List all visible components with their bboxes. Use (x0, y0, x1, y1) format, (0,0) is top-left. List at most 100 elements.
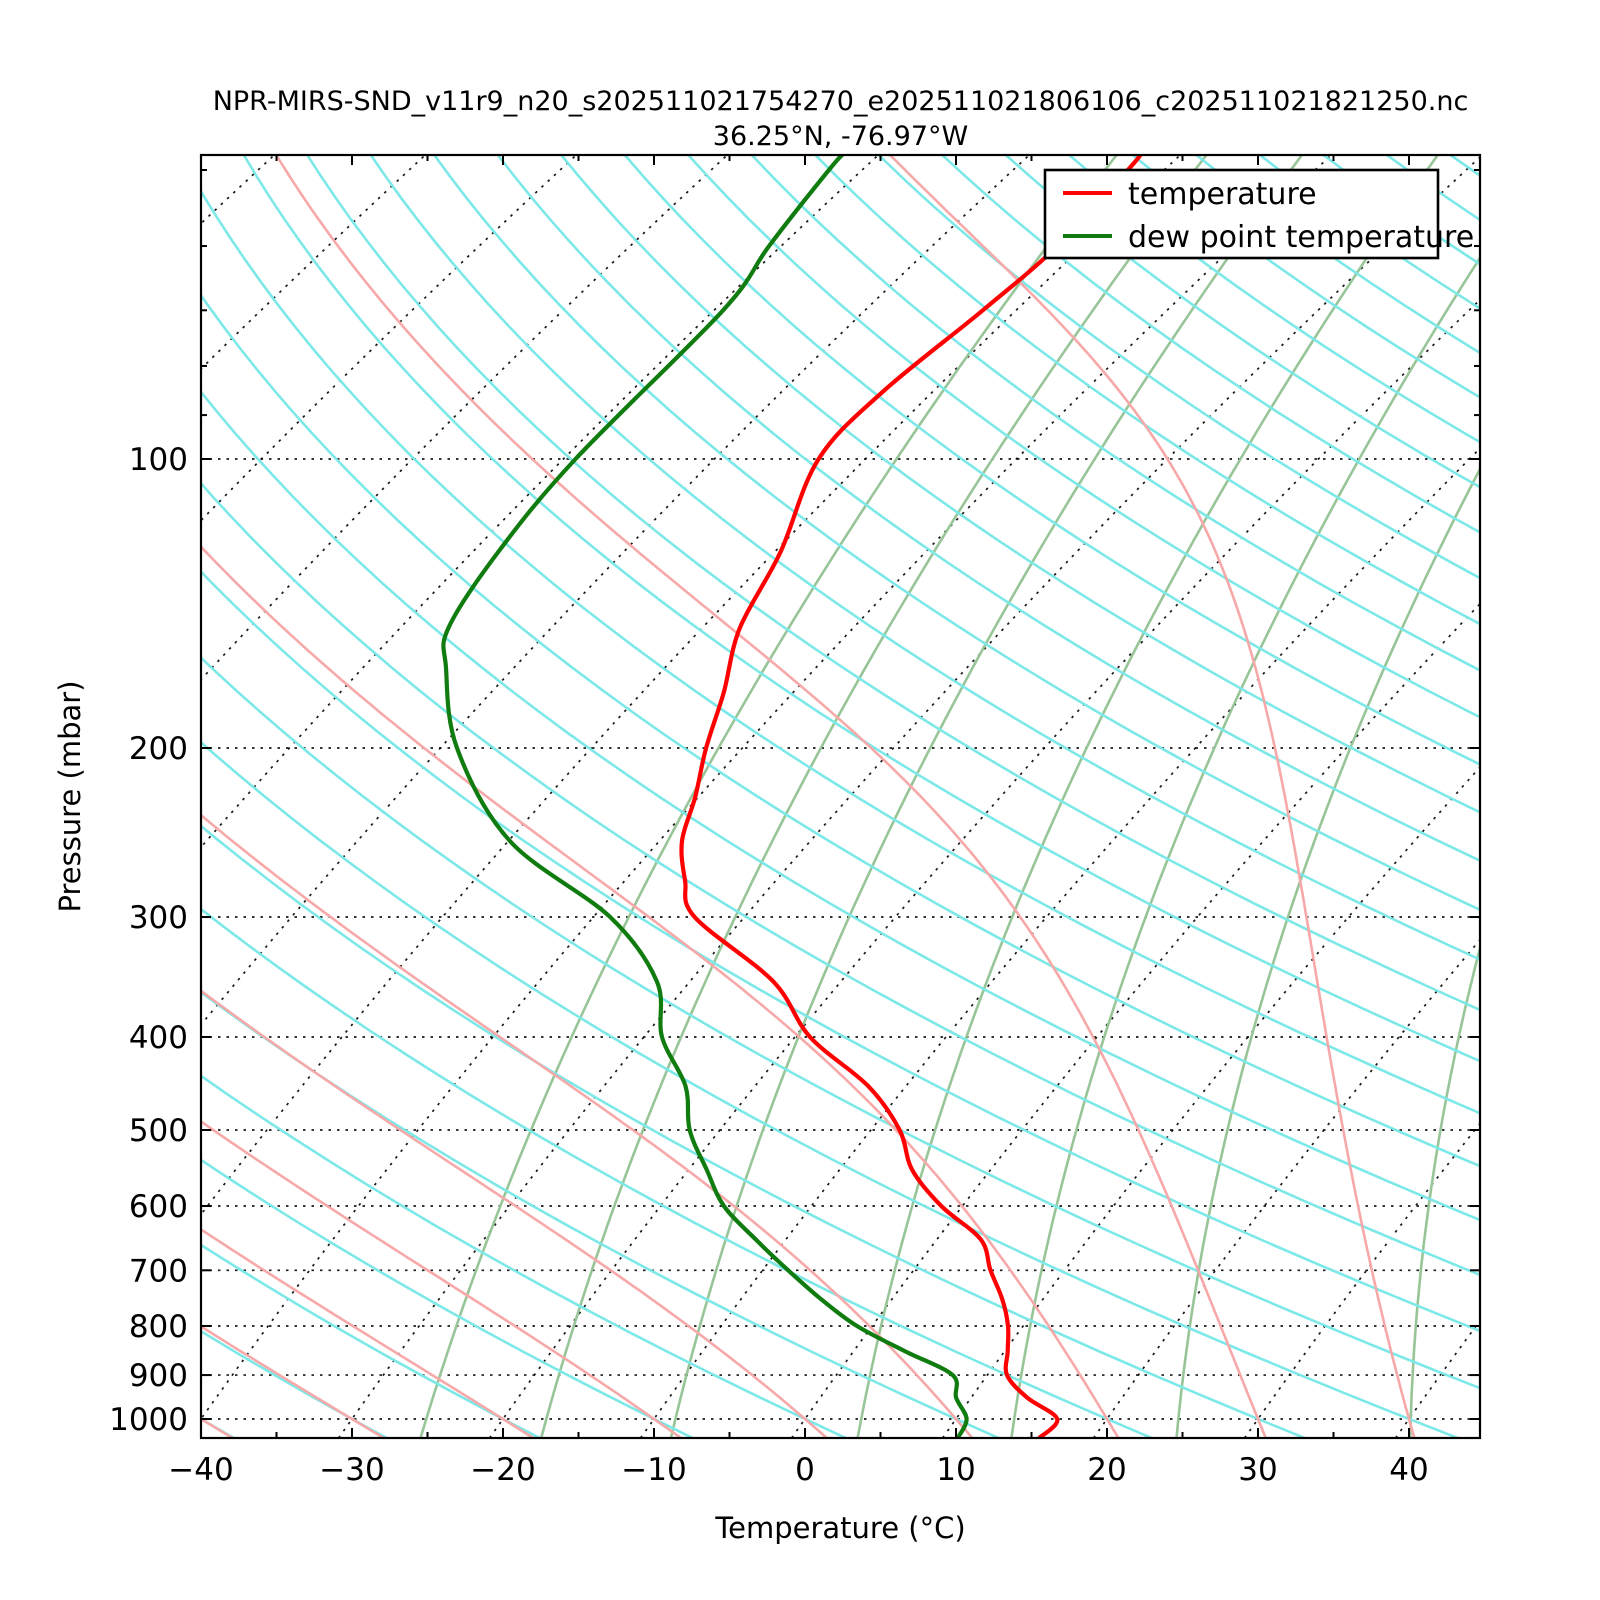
x-tick-label: 40 (1389, 1452, 1428, 1488)
y-tick-labels: 100 200 300 400 500 600 700 800 900 1000 (109, 442, 188, 1438)
isotherm-line (790, 602, 1480, 1438)
y-tick-label: 400 (129, 1020, 188, 1056)
y-tick-label: 1000 (109, 1402, 188, 1438)
moist-adiabat-line (201, 1417, 234, 1438)
dry-adiabat-line (687, 155, 1480, 719)
isotherm-line (639, 447, 1480, 1438)
x-axis-label: Temperature (°C) (714, 1511, 965, 1545)
dry-adiabat-line (201, 1417, 235, 1438)
dry-adiabat-line (814, 155, 1480, 626)
x-tick-label: −30 (319, 1452, 384, 1488)
dry-adiabat-line (201, 907, 1153, 1438)
dry-adiabat-line (496, 155, 1480, 863)
dry-adiabat-line (201, 824, 1306, 1438)
dry-adiabat-line (242, 155, 1480, 1063)
moist-adiabat-line (201, 813, 974, 1438)
axis-ticks (200, 155, 1480, 1438)
dry-adiabat-line (750, 155, 1480, 672)
moist-adiabat-line (201, 544, 1120, 1438)
dry-adiabat-line (433, 155, 1480, 912)
isotherm-line (941, 765, 1480, 1438)
isotherm-line (201, 155, 1332, 1421)
y-tick-label: 200 (129, 731, 188, 767)
x-tick-label: 20 (1087, 1452, 1126, 1488)
y-tick-label: 800 (129, 1309, 188, 1345)
dry-adiabat-line (201, 389, 1480, 1222)
dry-adiabat-line (1004, 155, 1480, 489)
isotherm-line (1092, 938, 1480, 1438)
dry-adiabat-line (1132, 155, 1480, 399)
dry-adiabat-line (201, 1158, 694, 1438)
x-tick-label: 30 (1238, 1452, 1277, 1488)
dry-adiabat-line (1514, 155, 1600, 1438)
y-tick-label: 600 (129, 1189, 188, 1225)
mixing-ratio-line (419, 155, 1118, 1438)
dry-adiabat-line (201, 1074, 847, 1438)
plot-area (201, 155, 1600, 1438)
dry-adiabat-line (1068, 155, 1480, 444)
dry-adiabat-line (201, 990, 1000, 1438)
y-tick-label: 900 (129, 1358, 188, 1394)
dry-adiabat-line (369, 155, 1480, 961)
isotherm-line (201, 155, 1030, 1027)
dew-point-temperature-curve (441, 155, 969, 1438)
mixing-ratio-line (1409, 943, 1480, 1438)
dry-adiabat-line (1259, 155, 1480, 310)
dry-adiabat-lines (201, 155, 1600, 1438)
chart-subtitle: 36.25°N, -76.97°W (712, 121, 969, 152)
isotherm-line (201, 155, 879, 849)
isotherm-line (201, 155, 728, 681)
isotherm-line (488, 298, 1480, 1438)
moist-adiabat-lines (201, 155, 1416, 1438)
dry-adiabat-line (201, 569, 1480, 1333)
legend-label-dew-point-temperature: dew point temperature (1128, 220, 1474, 255)
legend: temperature dew point temperature (1043, 168, 1474, 260)
moist-adiabat-line (201, 989, 828, 1438)
data-series (441, 155, 1143, 1438)
dry-adiabat-line (941, 155, 1480, 534)
moist-adiabat-line (889, 155, 1416, 1438)
temperature-curve (679, 155, 1143, 1438)
isotherm-line (201, 155, 577, 522)
x-tick-label: 0 (795, 1452, 815, 1488)
legend-label-temperature: temperature (1128, 177, 1317, 212)
dry-adiabat-line (201, 188, 1480, 1115)
moist-adiabat-line (201, 1119, 682, 1438)
dry-adiabat-line (623, 155, 1480, 766)
chart-title: NPR-MIRS-SND_v11r9_n20_s202511021754270_… (212, 86, 1469, 117)
mixing-ratio-line (1010, 255, 1480, 1438)
y-tick-label: 700 (129, 1253, 188, 1289)
isotherm-line (1243, 1122, 1480, 1438)
dry-adiabat-line (1386, 155, 1480, 222)
isotherm-line (201, 155, 1181, 1216)
x-tick-label: −10 (621, 1452, 686, 1488)
mixing-ratio-lines (419, 155, 1480, 1438)
dry-adiabat-line (201, 740, 1459, 1438)
x-tick-label: −40 (168, 1452, 233, 1488)
mixing-ratio-line (856, 155, 1439, 1438)
mixing-ratio-line (539, 155, 1208, 1438)
y-tick-label: 100 (129, 442, 188, 478)
isotherm-line (201, 155, 275, 225)
dry-adiabat-line (1322, 155, 1480, 266)
plot-frame (199, 153, 1482, 1440)
dry-adiabat-line (201, 481, 1480, 1277)
isotherm-line (1394, 1319, 1480, 1438)
dry-adiabat-line (560, 155, 1480, 814)
y-axis-label: Pressure (mbar) (53, 680, 87, 912)
mixing-ratio-line (669, 155, 1303, 1438)
dry-adiabat-line (306, 155, 1480, 1012)
mixing-ratio-line (1175, 466, 1480, 1438)
dry-adiabat-line (877, 155, 1480, 580)
x-tick-label: −20 (470, 1452, 535, 1488)
isotherm-line (337, 155, 1480, 1438)
dry-adiabat-line (201, 655, 1480, 1390)
y-tick-label: 300 (129, 900, 188, 936)
moist-adiabat-line (201, 1227, 534, 1438)
x-tick-labels: −40 −30 −20 −10 0 10 20 30 40 (168, 1452, 1428, 1488)
dry-adiabat-line (201, 293, 1480, 1168)
legend-box (1043, 168, 1440, 260)
x-tick-label: 10 (936, 1452, 975, 1488)
